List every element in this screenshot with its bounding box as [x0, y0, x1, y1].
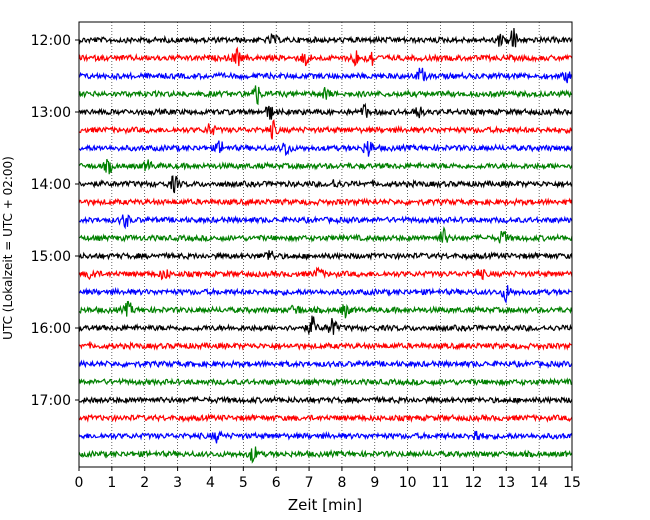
trace-16 — [78, 315, 573, 336]
x-tick-label-4: 4 — [206, 475, 215, 491]
trace-10 — [78, 214, 573, 230]
x-axis-label: Zeit [min] — [288, 496, 362, 514]
y-tick-label-13:00: 13:00 — [31, 105, 71, 121]
trace-5 — [78, 119, 573, 140]
trace-8 — [78, 175, 573, 194]
x-tick-label-5: 5 — [239, 475, 248, 491]
x-tick-label-7: 7 — [305, 475, 314, 491]
x-tick-label-12: 12 — [464, 475, 482, 491]
trace-18 — [78, 359, 573, 369]
trace-9 — [78, 197, 573, 207]
x-tick-label-9: 9 — [370, 475, 379, 491]
trace-13 — [78, 266, 573, 281]
x-axis-ticks: 0 1 2 3 4 5 6 7 8 9 10 11 12 13 14 15 — [75, 467, 581, 491]
x-tick-label-0: 0 — [75, 475, 84, 491]
trace-3 — [78, 85, 573, 106]
plot-frame — [78, 21, 573, 468]
y-tick-label-17:00: 17:00 — [31, 393, 71, 409]
trace-20 — [78, 395, 573, 405]
trace-21 — [78, 413, 573, 423]
trace-23 — [78, 446, 573, 464]
trace-17 — [78, 340, 573, 351]
y-axis-label: UTC (Lokalzeit = UTC + 02:00) — [1, 156, 15, 340]
x-tick-label-10: 10 — [399, 475, 417, 491]
trace-0 — [78, 28, 573, 48]
trace-14 — [78, 285, 573, 304]
trace-19 — [78, 377, 573, 387]
trace-15 — [78, 300, 573, 319]
trace-12 — [78, 250, 573, 261]
x-tick-label-1: 1 — [107, 475, 116, 491]
trace-7 — [78, 158, 573, 175]
x-tick-label-14: 14 — [530, 475, 548, 491]
trace-1 — [78, 46, 573, 67]
trace-4 — [78, 102, 573, 120]
trace-22 — [78, 430, 573, 444]
y-tick-label-12:00: 12:00 — [31, 33, 71, 49]
x-tick-label-13: 13 — [497, 475, 515, 491]
seismogram-traces — [78, 28, 573, 464]
x-tick-label-6: 6 — [272, 475, 281, 491]
x-tick-label-2: 2 — [140, 475, 149, 491]
y-axis-ticks: 12:00 13:00 14:00 15:00 16:00 17:00 — [31, 33, 79, 409]
x-tick-label-3: 3 — [173, 475, 182, 491]
y-tick-label-16:00: 16:00 — [31, 321, 71, 337]
trace-11 — [78, 226, 573, 244]
y-tick-label-15:00: 15:00 — [31, 249, 71, 265]
x-tick-label-11: 11 — [432, 475, 450, 491]
trace-2 — [78, 67, 573, 84]
x-tick-label-15: 15 — [563, 475, 581, 491]
y-tick-label-14:00: 14:00 — [31, 177, 71, 193]
minute-grid — [111, 22, 540, 467]
trace-6 — [78, 140, 573, 157]
x-tick-label-8: 8 — [337, 475, 346, 491]
